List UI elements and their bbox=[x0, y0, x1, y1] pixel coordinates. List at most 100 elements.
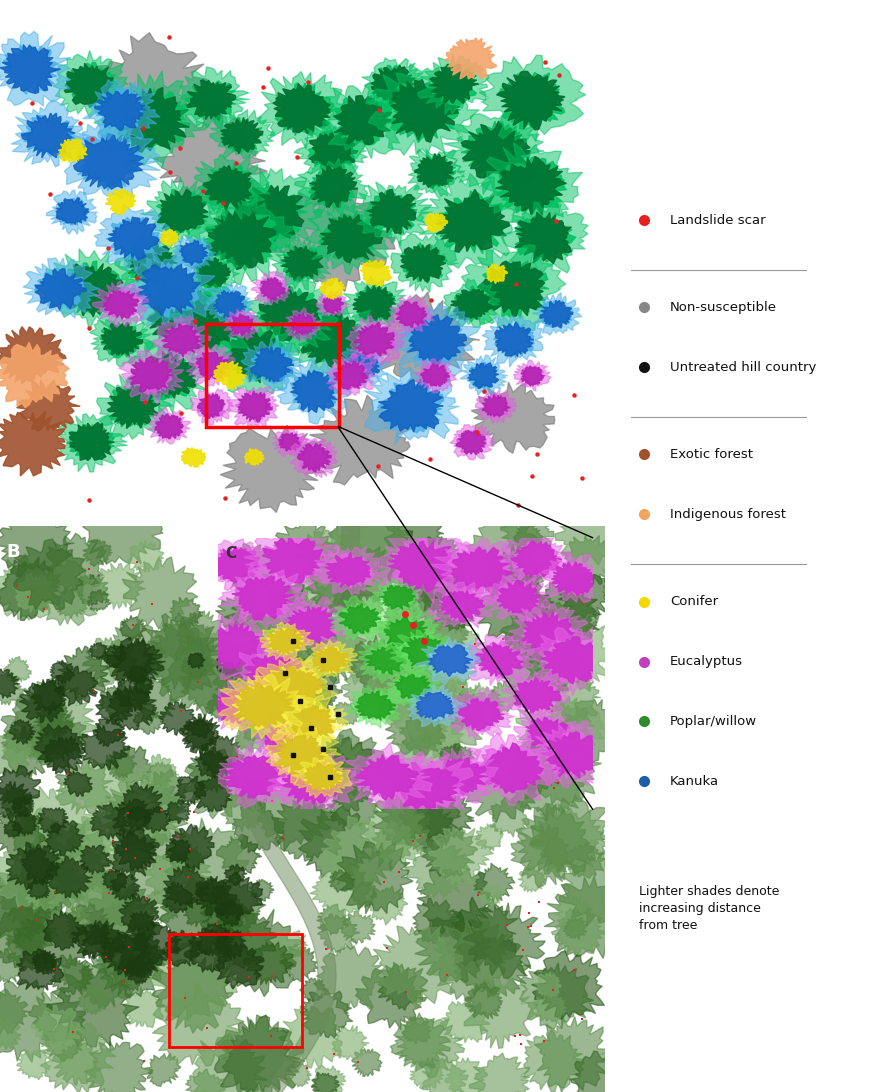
Polygon shape bbox=[328, 596, 390, 640]
Polygon shape bbox=[407, 685, 466, 727]
Polygon shape bbox=[0, 32, 71, 106]
Polygon shape bbox=[147, 762, 174, 788]
Polygon shape bbox=[239, 182, 307, 239]
Polygon shape bbox=[420, 827, 477, 878]
Text: Conifer: Conifer bbox=[669, 595, 717, 608]
Polygon shape bbox=[66, 62, 118, 106]
Polygon shape bbox=[165, 799, 190, 823]
Polygon shape bbox=[226, 757, 285, 798]
Polygon shape bbox=[255, 774, 336, 852]
Polygon shape bbox=[251, 272, 290, 306]
Polygon shape bbox=[112, 828, 159, 871]
Polygon shape bbox=[501, 201, 587, 275]
Polygon shape bbox=[234, 722, 269, 752]
Polygon shape bbox=[377, 962, 428, 1010]
Polygon shape bbox=[45, 820, 84, 856]
Polygon shape bbox=[311, 1072, 339, 1092]
Polygon shape bbox=[477, 261, 544, 317]
Polygon shape bbox=[164, 284, 258, 364]
Polygon shape bbox=[241, 339, 303, 391]
Polygon shape bbox=[207, 626, 265, 668]
Polygon shape bbox=[17, 1048, 50, 1080]
Polygon shape bbox=[309, 395, 412, 485]
Polygon shape bbox=[101, 621, 166, 684]
Polygon shape bbox=[190, 389, 234, 425]
Polygon shape bbox=[121, 782, 163, 823]
Polygon shape bbox=[67, 425, 115, 460]
Polygon shape bbox=[107, 384, 160, 428]
Polygon shape bbox=[401, 636, 446, 666]
Polygon shape bbox=[169, 597, 202, 628]
Polygon shape bbox=[304, 535, 381, 610]
Polygon shape bbox=[95, 87, 144, 130]
Polygon shape bbox=[71, 869, 122, 913]
Polygon shape bbox=[328, 870, 355, 892]
Polygon shape bbox=[395, 799, 453, 851]
Polygon shape bbox=[275, 520, 336, 579]
Polygon shape bbox=[87, 590, 111, 612]
Polygon shape bbox=[23, 258, 99, 318]
Polygon shape bbox=[0, 507, 75, 577]
Polygon shape bbox=[98, 685, 133, 719]
Polygon shape bbox=[449, 425, 494, 460]
Polygon shape bbox=[267, 749, 357, 816]
Polygon shape bbox=[395, 301, 427, 328]
Polygon shape bbox=[193, 1033, 268, 1092]
Polygon shape bbox=[428, 64, 476, 105]
Polygon shape bbox=[355, 322, 395, 357]
Polygon shape bbox=[131, 679, 179, 724]
Polygon shape bbox=[367, 63, 479, 155]
Polygon shape bbox=[404, 841, 469, 898]
Polygon shape bbox=[262, 538, 324, 583]
Polygon shape bbox=[461, 121, 530, 179]
Polygon shape bbox=[229, 313, 255, 335]
Polygon shape bbox=[393, 674, 432, 701]
Polygon shape bbox=[400, 245, 446, 282]
Polygon shape bbox=[355, 755, 418, 800]
Polygon shape bbox=[325, 553, 370, 587]
Polygon shape bbox=[371, 821, 415, 862]
Polygon shape bbox=[309, 166, 357, 207]
Polygon shape bbox=[140, 352, 196, 399]
Polygon shape bbox=[414, 155, 455, 188]
Polygon shape bbox=[0, 949, 26, 983]
Polygon shape bbox=[184, 928, 231, 972]
Polygon shape bbox=[481, 143, 582, 233]
Polygon shape bbox=[488, 797, 528, 838]
Polygon shape bbox=[479, 885, 501, 906]
Polygon shape bbox=[46, 965, 139, 1047]
Polygon shape bbox=[521, 366, 544, 387]
Polygon shape bbox=[140, 177, 221, 244]
Polygon shape bbox=[314, 646, 348, 674]
Polygon shape bbox=[109, 746, 153, 785]
Polygon shape bbox=[68, 819, 116, 867]
Polygon shape bbox=[180, 717, 217, 752]
Polygon shape bbox=[290, 313, 315, 335]
Polygon shape bbox=[441, 591, 484, 622]
Polygon shape bbox=[119, 894, 159, 931]
Polygon shape bbox=[523, 1030, 584, 1092]
Polygon shape bbox=[36, 842, 109, 907]
Polygon shape bbox=[469, 363, 497, 389]
Polygon shape bbox=[92, 936, 169, 998]
Polygon shape bbox=[401, 1017, 431, 1044]
Polygon shape bbox=[195, 258, 229, 288]
Polygon shape bbox=[222, 328, 284, 383]
Polygon shape bbox=[233, 575, 295, 618]
Polygon shape bbox=[231, 575, 294, 620]
Polygon shape bbox=[341, 276, 407, 330]
Polygon shape bbox=[57, 414, 128, 472]
Polygon shape bbox=[261, 277, 285, 300]
Polygon shape bbox=[90, 803, 129, 840]
Polygon shape bbox=[55, 646, 109, 699]
Polygon shape bbox=[316, 904, 349, 935]
Polygon shape bbox=[130, 954, 155, 978]
Polygon shape bbox=[321, 83, 408, 158]
Polygon shape bbox=[80, 883, 163, 961]
Polygon shape bbox=[322, 295, 343, 313]
Polygon shape bbox=[218, 562, 309, 629]
Polygon shape bbox=[433, 582, 469, 617]
Polygon shape bbox=[395, 301, 426, 327]
Polygon shape bbox=[381, 778, 461, 852]
Polygon shape bbox=[0, 327, 66, 383]
